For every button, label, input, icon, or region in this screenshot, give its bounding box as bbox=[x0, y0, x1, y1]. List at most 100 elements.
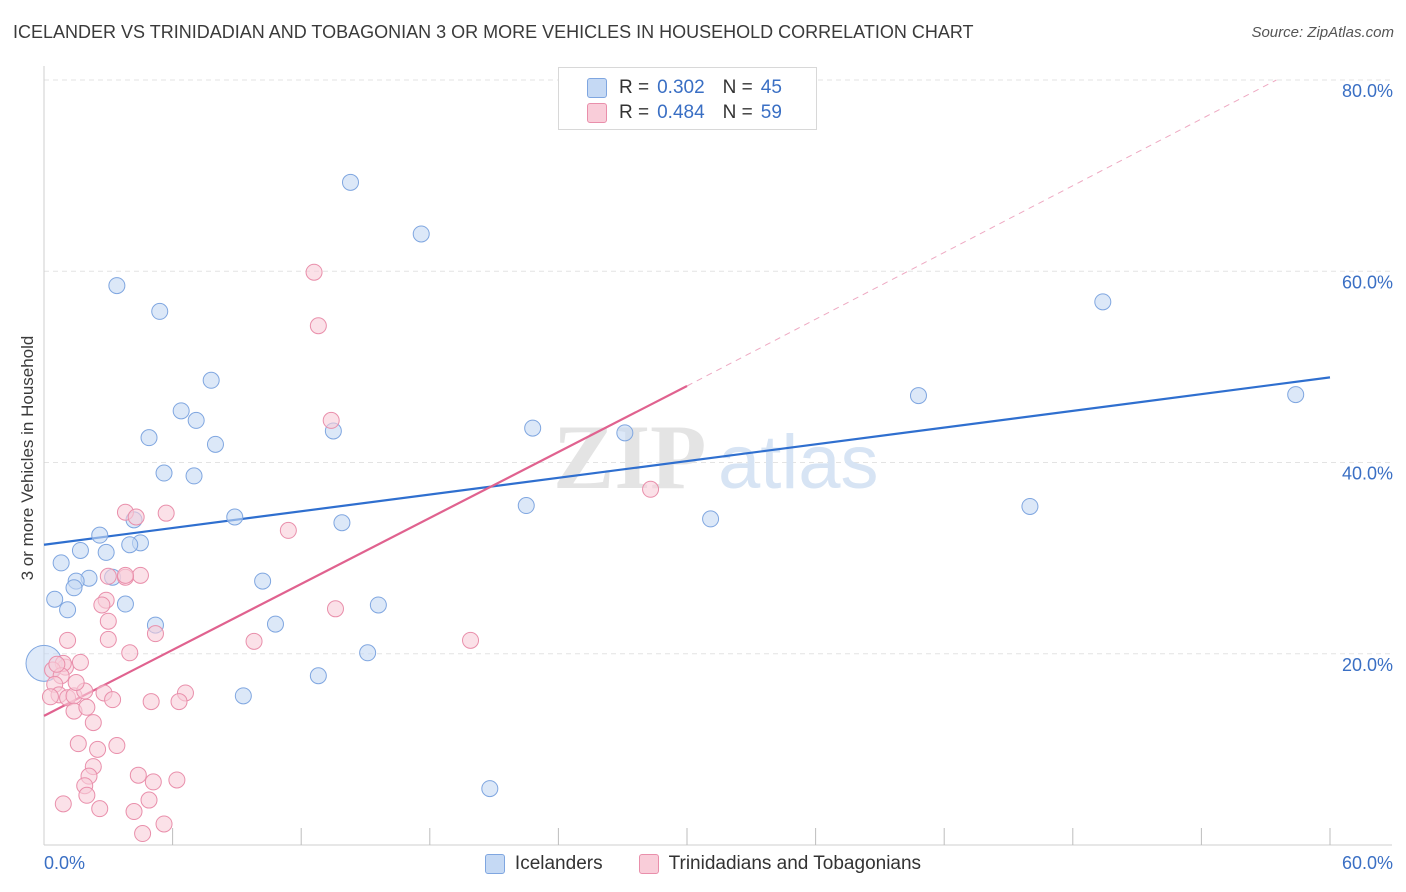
grid-layer bbox=[44, 79, 1392, 655]
y-tick-label: 40.0% bbox=[1342, 464, 1393, 484]
point-icelanders bbox=[185, 467, 203, 485]
legend-label: Icelanders bbox=[514, 853, 603, 874]
point-icelanders bbox=[108, 277, 126, 295]
point-icelanders bbox=[481, 780, 499, 798]
point-icelanders bbox=[116, 595, 134, 613]
point-trinidadians bbox=[127, 508, 145, 526]
point-icelanders bbox=[702, 510, 720, 528]
point-icelanders bbox=[202, 371, 220, 389]
point-trinidadians bbox=[78, 786, 96, 804]
point-trinidadians bbox=[99, 630, 117, 648]
n-label: N = bbox=[722, 77, 753, 98]
point-icelanders bbox=[359, 644, 377, 662]
trend-line-trinidadians bbox=[43, 385, 688, 717]
point-icelanders bbox=[524, 419, 542, 437]
point-trinidadians bbox=[69, 735, 87, 753]
n-label: N = bbox=[722, 102, 753, 123]
trinidadians-swatch bbox=[587, 103, 607, 123]
point-trinidadians bbox=[125, 803, 143, 821]
watermark-atlas: atlas bbox=[718, 420, 879, 505]
point-trinidadians bbox=[121, 644, 139, 662]
point-trinidadians bbox=[48, 655, 66, 673]
point-trinidadians bbox=[170, 693, 188, 711]
point-icelanders bbox=[1287, 386, 1305, 404]
trend-line-icelanders bbox=[43, 376, 1331, 546]
point-icelanders bbox=[151, 302, 169, 320]
point-trinidadians bbox=[104, 691, 122, 709]
point-trinidadians bbox=[279, 521, 297, 539]
watermark: ZIP atlas bbox=[553, 406, 879, 508]
point-icelanders bbox=[155, 464, 173, 482]
point-icelanders bbox=[140, 429, 158, 447]
point-trinidadians bbox=[84, 714, 102, 732]
point-icelanders bbox=[97, 543, 115, 561]
point-icelanders bbox=[1094, 293, 1112, 311]
point-icelanders bbox=[369, 596, 387, 614]
source-label: Source: ZipAtlas.com bbox=[1251, 24, 1394, 41]
point-icelanders bbox=[266, 615, 284, 633]
point-trinidadians bbox=[59, 631, 77, 649]
y-tick-label: 80.0% bbox=[1342, 81, 1393, 101]
point-icelanders bbox=[46, 590, 64, 608]
point-icelanders bbox=[341, 173, 359, 191]
x-tick-label: 60.0% bbox=[1342, 853, 1393, 873]
icelanders-swatch bbox=[587, 78, 607, 98]
y-axis-title: 3 or more Vehicles in Household bbox=[18, 336, 37, 581]
legend-item-trinidadians[interactable]: Trinidadians and Tobagonians bbox=[638, 853, 922, 875]
point-icelanders bbox=[91, 526, 109, 544]
point-icelanders bbox=[909, 387, 927, 405]
trend-lines bbox=[43, 79, 1331, 717]
trinidadians-swatch bbox=[638, 854, 659, 874]
point-icelanders bbox=[333, 514, 351, 532]
point-icelanders bbox=[52, 554, 70, 572]
icelanders-swatch bbox=[484, 854, 505, 874]
point-trinidadians bbox=[99, 567, 117, 585]
point-trinidadians bbox=[155, 815, 173, 833]
point-icelanders bbox=[71, 541, 89, 559]
r-label: R = bbox=[619, 102, 650, 123]
point-trinidadians bbox=[144, 773, 162, 791]
n-value: 45 bbox=[760, 77, 782, 98]
point-trinidadians bbox=[157, 504, 175, 522]
point-trinidadians bbox=[91, 800, 109, 818]
point-trinidadians bbox=[142, 693, 160, 711]
point-icelanders bbox=[59, 601, 77, 619]
chart-title: ICELANDER VS TRINIDADIAN AND TOBAGONIAN … bbox=[13, 22, 974, 42]
y-tick-label: 20.0% bbox=[1342, 655, 1393, 675]
stats-row-trinidadians: R = 0.484 N = 59 bbox=[587, 101, 782, 125]
point-trinidadians bbox=[71, 653, 89, 671]
legend-label: Trinidadians and Tobagonians bbox=[668, 853, 922, 874]
point-trinidadians bbox=[67, 673, 85, 691]
stats-legend: R = 0.302 N = 45 R = 0.484 N = 59 bbox=[558, 67, 817, 130]
point-icelanders bbox=[517, 497, 535, 515]
point-icelanders bbox=[226, 508, 244, 526]
r-label: R = bbox=[619, 77, 650, 98]
n-value: 59 bbox=[760, 102, 782, 123]
trend-line-trinidadians bbox=[686, 79, 1277, 387]
point-trinidadians bbox=[309, 317, 327, 335]
point-trinidadians bbox=[89, 740, 107, 758]
point-trinidadians bbox=[78, 698, 96, 716]
point-trinidadians bbox=[305, 263, 323, 281]
point-trinidadians bbox=[245, 632, 263, 650]
point-trinidadians bbox=[99, 612, 117, 630]
point-trinidadians bbox=[168, 771, 186, 789]
point-icelanders bbox=[412, 225, 430, 243]
point-icelanders bbox=[616, 424, 634, 442]
point-trinidadians bbox=[116, 566, 134, 584]
stats-row-icelanders: R = 0.302 N = 45 bbox=[587, 76, 782, 100]
point-icelanders bbox=[206, 435, 224, 453]
watermark-zip: ZIP bbox=[553, 406, 706, 508]
legend-item-icelanders[interactable]: Icelanders bbox=[484, 853, 603, 875]
r-value: 0.302 bbox=[657, 77, 705, 98]
points-layer bbox=[25, 173, 1305, 843]
point-trinidadians bbox=[146, 625, 164, 643]
point-trinidadians bbox=[93, 596, 111, 614]
y-tick-label: 60.0% bbox=[1342, 272, 1393, 292]
point-trinidadians bbox=[140, 791, 158, 809]
point-icelanders bbox=[1021, 497, 1039, 515]
point-icelanders bbox=[172, 402, 190, 420]
point-icelanders bbox=[309, 667, 327, 685]
point-icelanders bbox=[187, 411, 205, 429]
